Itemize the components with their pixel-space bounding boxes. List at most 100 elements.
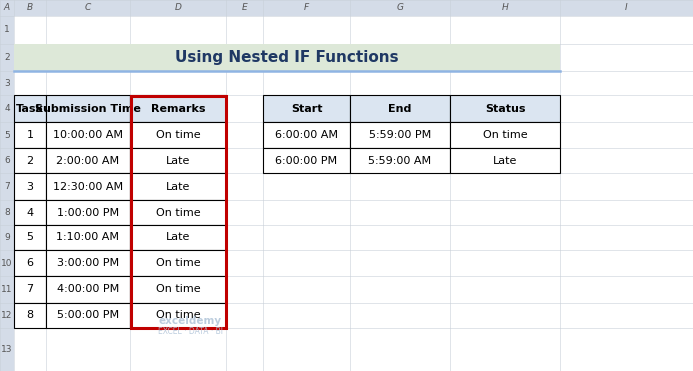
Bar: [14, 95, 46, 122]
Text: A: A: [4, 3, 10, 13]
Bar: [350, 95, 450, 122]
Text: 10:00:00 AM: 10:00:00 AM: [53, 130, 123, 140]
Text: 1: 1: [4, 26, 10, 35]
Text: On time: On time: [483, 130, 527, 140]
Bar: [130, 200, 226, 225]
Bar: [14, 44, 560, 71]
Bar: [46, 250, 130, 276]
Text: Task: Task: [16, 104, 44, 114]
Text: 4: 4: [26, 207, 33, 217]
Text: 5: 5: [4, 131, 10, 139]
Text: 5:00:00 PM: 5:00:00 PM: [57, 311, 119, 321]
Bar: [263, 95, 350, 122]
Text: 7: 7: [4, 182, 10, 191]
Text: 1: 1: [26, 130, 33, 140]
Bar: [46, 122, 130, 148]
Text: On time: On time: [156, 207, 200, 217]
Bar: [263, 148, 350, 173]
Text: 4:00:00 PM: 4:00:00 PM: [57, 285, 119, 295]
Bar: [130, 276, 226, 303]
Text: 7: 7: [26, 285, 33, 295]
Text: Late: Late: [166, 233, 190, 243]
Text: 4: 4: [4, 104, 10, 113]
Text: 8: 8: [26, 311, 33, 321]
Bar: [130, 122, 226, 148]
Text: Start: Start: [291, 104, 322, 114]
Text: On time: On time: [156, 130, 200, 140]
Bar: [130, 173, 226, 200]
Text: 1:00:00 PM: 1:00:00 PM: [57, 207, 119, 217]
Text: C: C: [85, 3, 91, 13]
Bar: [46, 303, 130, 328]
Bar: [130, 250, 226, 276]
Text: 6:00:00 AM: 6:00:00 AM: [275, 130, 338, 140]
Text: 8: 8: [4, 208, 10, 217]
Bar: [14, 122, 46, 148]
Text: 2:00:00 AM: 2:00:00 AM: [56, 155, 120, 165]
Bar: [46, 200, 130, 225]
Bar: [450, 95, 560, 122]
Bar: [46, 225, 130, 250]
Bar: [46, 95, 130, 122]
Text: D: D: [175, 3, 182, 13]
Bar: [350, 122, 450, 148]
Bar: [46, 173, 130, 200]
Text: E: E: [242, 3, 247, 13]
Text: exceldemy: exceldemy: [159, 316, 222, 326]
Text: 2: 2: [26, 155, 33, 165]
Text: 12:30:00 AM: 12:30:00 AM: [53, 181, 123, 191]
Text: 12: 12: [1, 311, 12, 320]
Bar: [14, 250, 46, 276]
Text: On time: On time: [156, 311, 200, 321]
Text: Late: Late: [493, 155, 517, 165]
Text: 6: 6: [4, 156, 10, 165]
Text: 5:59:00 AM: 5:59:00 AM: [369, 155, 432, 165]
Bar: [450, 122, 560, 148]
Bar: [14, 303, 46, 328]
Text: On time: On time: [156, 258, 200, 268]
Text: 6: 6: [26, 258, 33, 268]
Bar: [130, 95, 225, 328]
Text: EXCEL · DATA · BI: EXCEL · DATA · BI: [157, 326, 222, 335]
Bar: [130, 95, 226, 122]
Text: End: End: [388, 104, 412, 114]
Bar: [14, 148, 46, 173]
Text: 3: 3: [26, 181, 33, 191]
Text: 3: 3: [4, 79, 10, 88]
Text: 6:00:00 PM: 6:00:00 PM: [275, 155, 337, 165]
Text: 5:59:00 PM: 5:59:00 PM: [369, 130, 431, 140]
Bar: [14, 200, 46, 225]
Text: B: B: [27, 3, 33, 13]
Text: Late: Late: [166, 155, 190, 165]
Text: 13: 13: [1, 345, 12, 354]
Text: F: F: [304, 3, 309, 13]
Bar: [130, 303, 226, 328]
Text: 10: 10: [1, 259, 12, 267]
Text: 1:10:00 AM: 1:10:00 AM: [57, 233, 119, 243]
Bar: [130, 225, 226, 250]
Text: On time: On time: [156, 285, 200, 295]
Text: 9: 9: [4, 233, 10, 242]
Bar: [350, 148, 450, 173]
Bar: [130, 148, 226, 173]
Text: I: I: [625, 3, 628, 13]
Text: 3:00:00 PM: 3:00:00 PM: [57, 258, 119, 268]
Text: G: G: [396, 3, 403, 13]
Bar: [0, 0, 14, 371]
Bar: [46, 276, 130, 303]
Text: 2: 2: [4, 53, 10, 62]
Bar: [14, 225, 46, 250]
Text: Status: Status: [484, 104, 525, 114]
Bar: [450, 148, 560, 173]
Text: Remarks: Remarks: [151, 104, 205, 114]
Text: H: H: [502, 3, 509, 13]
Text: Using Nested IF Functions: Using Nested IF Functions: [175, 50, 398, 65]
Bar: [14, 173, 46, 200]
Text: Submission Time: Submission Time: [35, 104, 141, 114]
Text: Late: Late: [166, 181, 190, 191]
Bar: [14, 276, 46, 303]
Text: 5: 5: [26, 233, 33, 243]
Bar: [263, 122, 350, 148]
Bar: [0, 0, 693, 16]
Bar: [46, 148, 130, 173]
